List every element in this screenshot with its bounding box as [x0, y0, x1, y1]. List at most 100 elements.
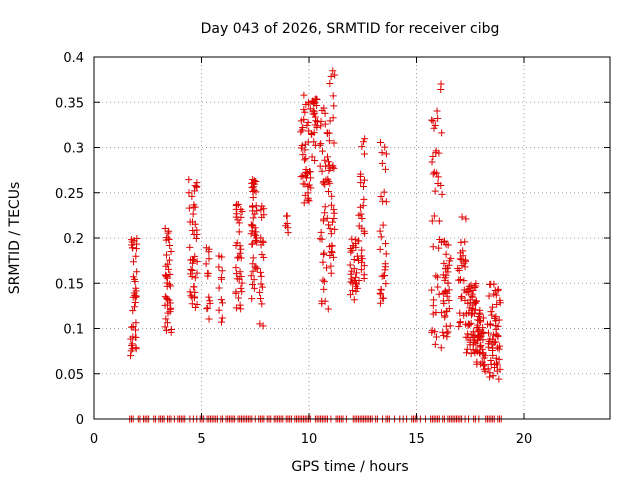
data-point: [464, 330, 472, 338]
data-point: [479, 362, 487, 370]
data-point: [479, 350, 487, 358]
data-point: [191, 274, 199, 282]
data-point: [326, 225, 334, 233]
data-point: [458, 293, 466, 301]
y-tick-label: 0.3: [63, 142, 84, 157]
data-point: [440, 238, 448, 246]
data-point: [484, 365, 492, 373]
data-point: [495, 375, 503, 383]
data-point: [257, 268, 265, 276]
data-point: [237, 305, 245, 313]
data-point: [475, 313, 483, 321]
data-point: [378, 149, 386, 157]
data-point: [186, 243, 194, 251]
data-point: [129, 244, 137, 252]
data-point: [205, 248, 213, 256]
data-point: [164, 319, 172, 327]
data-point: [132, 252, 140, 260]
data-point: [235, 219, 243, 227]
data-point: [469, 305, 477, 313]
data-point: [190, 201, 198, 209]
data-point: [249, 254, 257, 262]
data-point: [445, 296, 453, 304]
data-point: [204, 304, 212, 312]
data-point: [189, 210, 197, 218]
data-point: [328, 192, 336, 200]
data-point: [283, 219, 291, 227]
data-point: [329, 114, 337, 122]
y-tick-label: 0.1: [63, 323, 84, 338]
data-point: [218, 253, 226, 261]
data-point: [303, 121, 311, 129]
data-point: [349, 286, 357, 294]
data-point: [320, 250, 328, 258]
data-point: [253, 265, 261, 273]
data-point: [307, 184, 315, 192]
data-point: [249, 214, 257, 222]
data-point: [132, 326, 140, 334]
data-point: [248, 240, 256, 248]
data-point: [360, 176, 368, 184]
data-point: [485, 292, 493, 300]
data-point: [304, 118, 312, 126]
data-point: [381, 272, 389, 280]
data-point: [379, 221, 387, 229]
data-point: [487, 360, 495, 368]
data-point: [235, 253, 243, 261]
data-point: [429, 152, 437, 160]
data-point: [360, 150, 368, 158]
data-point: [435, 290, 443, 298]
data-point: [162, 251, 170, 259]
data-point: [131, 333, 139, 341]
data-point: [443, 329, 451, 337]
data-point: [464, 299, 472, 307]
data-point: [455, 267, 463, 275]
data-point: [484, 329, 492, 337]
data-point: [358, 143, 366, 151]
data-point: [358, 214, 366, 222]
data-point: [218, 267, 226, 275]
data-point: [435, 244, 443, 252]
data-point: [489, 351, 497, 359]
data-point: [347, 278, 355, 286]
data-point: [348, 235, 356, 243]
data-point: [327, 262, 335, 270]
data-point: [128, 345, 136, 353]
data-point: [215, 306, 223, 314]
data-point: [305, 181, 313, 189]
data-point: [300, 156, 308, 164]
data-point: [475, 309, 483, 317]
data-point: [488, 303, 496, 311]
data-point: [358, 224, 366, 232]
data-point: [249, 188, 257, 196]
data-point: [433, 107, 441, 115]
data-point: [132, 344, 140, 352]
data-point: [218, 299, 226, 307]
data-point: [235, 228, 243, 236]
data-point: [258, 251, 266, 259]
data-point: [464, 288, 472, 296]
data-point: [164, 229, 172, 237]
data-point: [318, 300, 326, 308]
data-point: [355, 211, 363, 219]
data-point: [380, 294, 388, 302]
y-tick-label: 0.15: [55, 277, 84, 292]
data-point: [166, 270, 174, 278]
data-point: [133, 268, 141, 276]
data-point: [347, 270, 355, 278]
data-point: [165, 256, 173, 264]
data-point: [327, 201, 335, 209]
data-point: [236, 249, 244, 257]
data-point: [310, 129, 318, 137]
data-point: [130, 258, 138, 266]
data-point: [492, 354, 500, 362]
data-point: [284, 229, 292, 237]
data-point: [161, 301, 169, 309]
data-point: [428, 158, 436, 166]
data-point: [437, 85, 445, 93]
data-point: [193, 258, 201, 266]
data-point: [323, 264, 331, 272]
data-point: [258, 300, 266, 308]
data-point: [432, 272, 440, 280]
data-point: [166, 299, 174, 307]
